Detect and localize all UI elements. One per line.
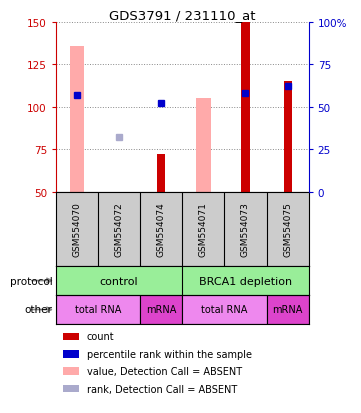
Bar <box>157 155 165 192</box>
Text: BRCA1 depletion: BRCA1 depletion <box>199 276 292 286</box>
Bar <box>70 46 84 192</box>
Bar <box>266 295 309 324</box>
Bar <box>182 295 266 324</box>
Text: control: control <box>100 276 138 286</box>
Text: count: count <box>87 332 114 342</box>
Title: GDS3791 / 231110_at: GDS3791 / 231110_at <box>109 9 256 21</box>
Text: GSM554070: GSM554070 <box>73 202 82 256</box>
Text: rank, Detection Call = ABSENT: rank, Detection Call = ABSENT <box>87 384 237 394</box>
Text: other: other <box>25 305 52 315</box>
Text: percentile rank within the sample: percentile rank within the sample <box>87 349 252 359</box>
Text: value, Detection Call = ABSENT: value, Detection Call = ABSENT <box>87 366 242 376</box>
Text: mRNA: mRNA <box>273 305 303 315</box>
Text: protocol: protocol <box>10 276 52 286</box>
Bar <box>56 295 140 324</box>
Text: GSM554075: GSM554075 <box>283 202 292 256</box>
Text: GSM554072: GSM554072 <box>115 202 123 256</box>
Bar <box>140 295 182 324</box>
Text: mRNA: mRNA <box>146 305 177 315</box>
Text: GSM554071: GSM554071 <box>199 202 208 256</box>
Text: total RNA: total RNA <box>201 305 248 315</box>
Text: GSM554073: GSM554073 <box>241 202 250 256</box>
Text: GSM554074: GSM554074 <box>157 202 166 256</box>
Bar <box>283 82 292 192</box>
Bar <box>242 23 249 192</box>
Bar <box>196 99 211 192</box>
Text: total RNA: total RNA <box>75 305 121 315</box>
